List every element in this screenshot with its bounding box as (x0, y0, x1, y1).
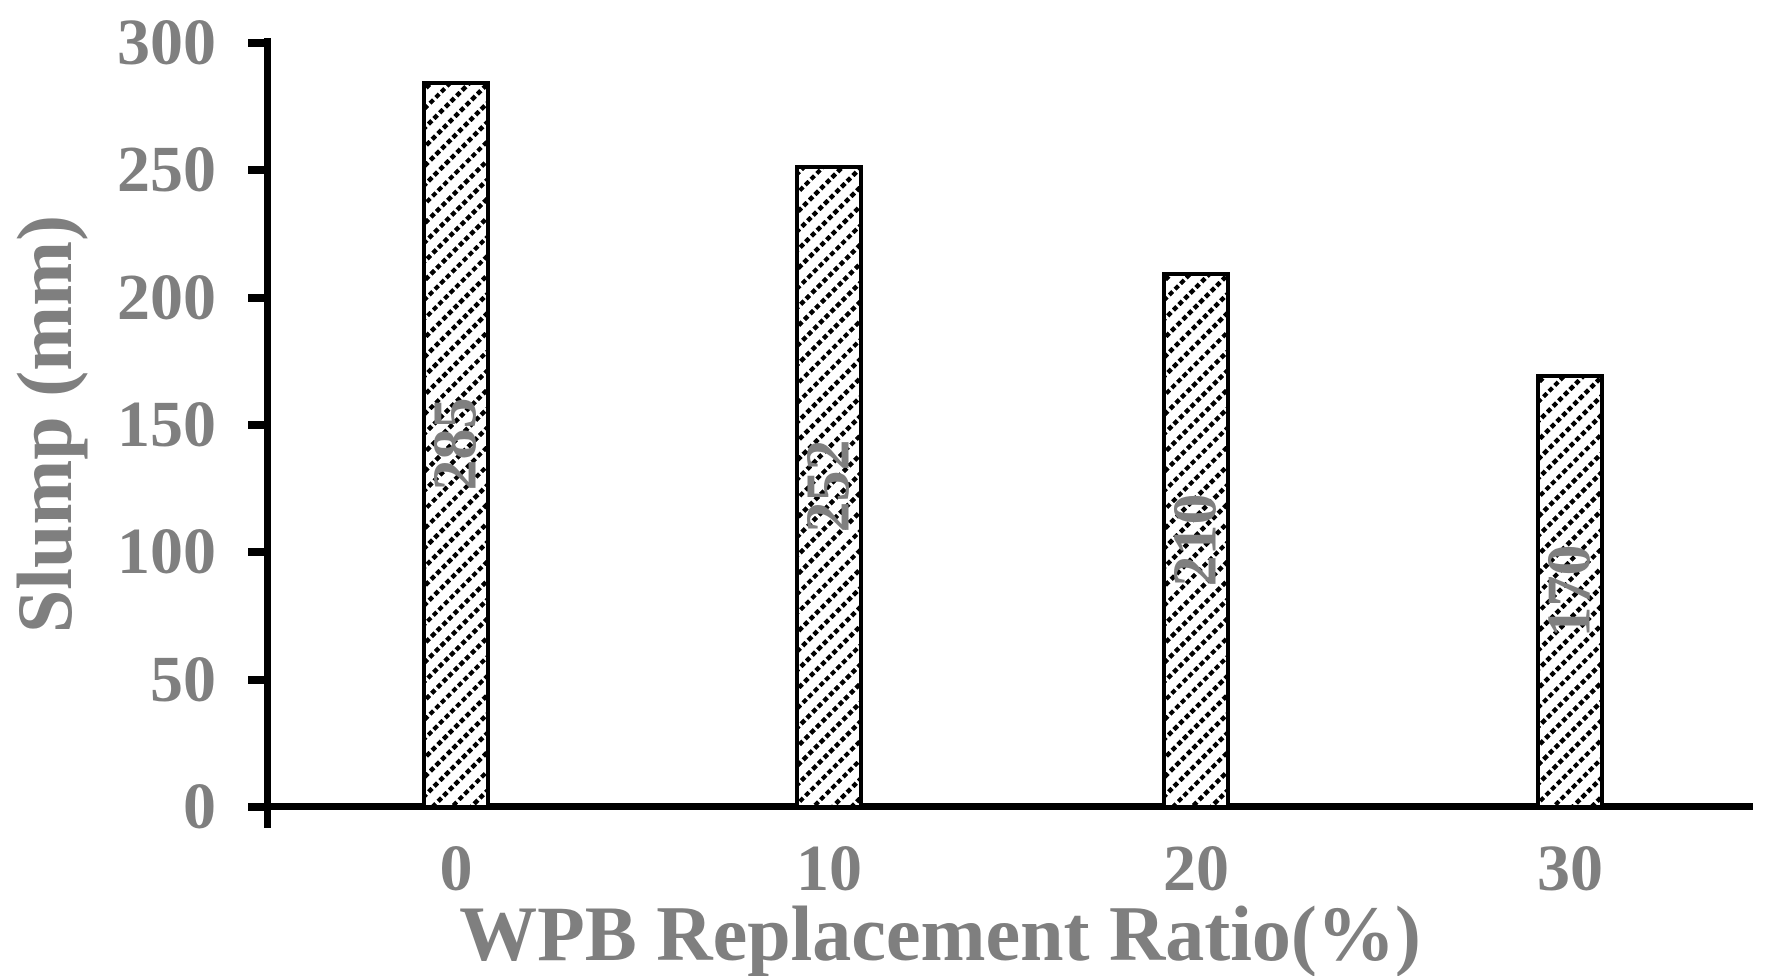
y-tick (248, 803, 270, 811)
x-tick-label: 10 (796, 832, 862, 905)
y-tick (248, 676, 270, 684)
y-tick-label: 300 (117, 6, 216, 79)
y-tick-label: 200 (117, 261, 216, 334)
bar-value-label: 170 (1535, 544, 1604, 638)
bar-value-label: 210 (1161, 493, 1230, 587)
y-tick (248, 421, 270, 429)
y-tick-label: 0 (183, 770, 216, 843)
bar-value-label: 285 (421, 397, 490, 491)
x-tick-label: 30 (1537, 832, 1603, 905)
bar (1162, 272, 1230, 809)
bar (795, 165, 863, 809)
y-tick-label: 150 (117, 388, 216, 461)
x-tick-label: 0 (439, 832, 473, 905)
y-tick (248, 39, 270, 47)
y-tick-label: 50 (150, 643, 216, 716)
y-tick-label: 100 (117, 515, 216, 588)
bar (1536, 374, 1604, 809)
bar-value-label: 252 (794, 439, 863, 533)
y-axis-line (264, 38, 271, 828)
y-tick (248, 294, 270, 302)
y-tick-label: 250 (117, 133, 216, 206)
y-tick (248, 548, 270, 556)
x-axis-title: WPB Replacement Ratio(%) (459, 890, 1421, 976)
y-tick (248, 166, 270, 174)
x-axis-line (250, 803, 1753, 810)
bar (422, 81, 490, 809)
x-tick-label: 20 (1163, 832, 1229, 905)
